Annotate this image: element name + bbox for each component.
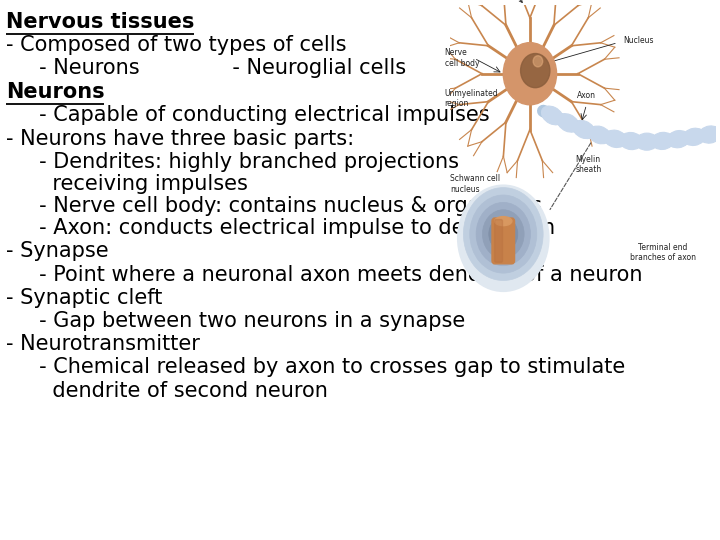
Text: - Synapse: - Synapse xyxy=(6,241,109,261)
Text: - Chemical released by axon to crosses gap to stimulate: - Chemical released by axon to crosses g… xyxy=(6,357,625,377)
Text: - Synaptic cleft: - Synaptic cleft xyxy=(6,288,162,308)
Circle shape xyxy=(482,210,524,258)
Text: Neurons: Neurons xyxy=(6,82,104,102)
Text: dendrite of second neuron: dendrite of second neuron xyxy=(6,381,328,401)
Ellipse shape xyxy=(495,217,512,226)
Text: Dendrites: Dendrites xyxy=(480,0,522,3)
Ellipse shape xyxy=(667,131,690,148)
Text: - Neurons              - Neuroglial cells: - Neurons - Neuroglial cells xyxy=(6,58,406,78)
Text: Nucleus: Nucleus xyxy=(623,36,654,45)
Text: - Neurotransmitter: - Neurotransmitter xyxy=(6,334,199,354)
Text: Axon: Axon xyxy=(577,91,596,100)
Text: Unmyelinated
region: Unmyelinated region xyxy=(445,89,498,108)
Ellipse shape xyxy=(683,128,706,145)
FancyBboxPatch shape xyxy=(492,218,515,264)
Ellipse shape xyxy=(620,132,642,150)
Text: Myelin
sheath: Myelin sheath xyxy=(575,155,601,174)
Text: - Neurons have three basic parts:: - Neurons have three basic parts: xyxy=(6,129,354,148)
Text: Nerve
cell body: Nerve cell body xyxy=(445,49,480,68)
Circle shape xyxy=(533,56,543,67)
FancyBboxPatch shape xyxy=(495,220,503,262)
Text: - Gap between two neurons in a synapse: - Gap between two neurons in a synapse xyxy=(6,311,465,331)
Ellipse shape xyxy=(698,126,720,143)
Circle shape xyxy=(489,217,518,251)
Text: - Dendrites: highly branched projections: - Dendrites: highly branched projections xyxy=(6,152,459,172)
Circle shape xyxy=(503,43,557,105)
Circle shape xyxy=(476,202,531,266)
Ellipse shape xyxy=(588,126,611,144)
Text: - Axon: conducts electrical impulse to destination: - Axon: conducts electrical impulse to d… xyxy=(6,218,555,238)
Circle shape xyxy=(458,185,549,291)
Text: - Point where a neuronal axon meets dendrite of a neuron: - Point where a neuronal axon meets dend… xyxy=(6,265,642,285)
Text: - Nerve cell body: contains nucleus & organelles: - Nerve cell body: contains nucleus & or… xyxy=(6,196,541,216)
Ellipse shape xyxy=(541,106,563,125)
Circle shape xyxy=(464,187,543,280)
Ellipse shape xyxy=(652,132,674,150)
Text: Schwann cell
nucleus: Schwann cell nucleus xyxy=(450,174,500,194)
Circle shape xyxy=(521,53,550,87)
Text: receiving impulses: receiving impulses xyxy=(6,174,248,194)
Ellipse shape xyxy=(557,113,579,132)
Ellipse shape xyxy=(636,133,658,150)
Ellipse shape xyxy=(573,120,595,139)
Text: - Composed of two types of cells: - Composed of two types of cells xyxy=(6,35,346,55)
Ellipse shape xyxy=(604,130,626,147)
Circle shape xyxy=(469,195,537,273)
Text: Nervous tissues: Nervous tissues xyxy=(6,12,194,32)
Text: Terminal end
branches of axon: Terminal end branches of axon xyxy=(630,242,696,262)
Text: - Capable of conducting electrical impulses: - Capable of conducting electrical impul… xyxy=(6,105,490,125)
